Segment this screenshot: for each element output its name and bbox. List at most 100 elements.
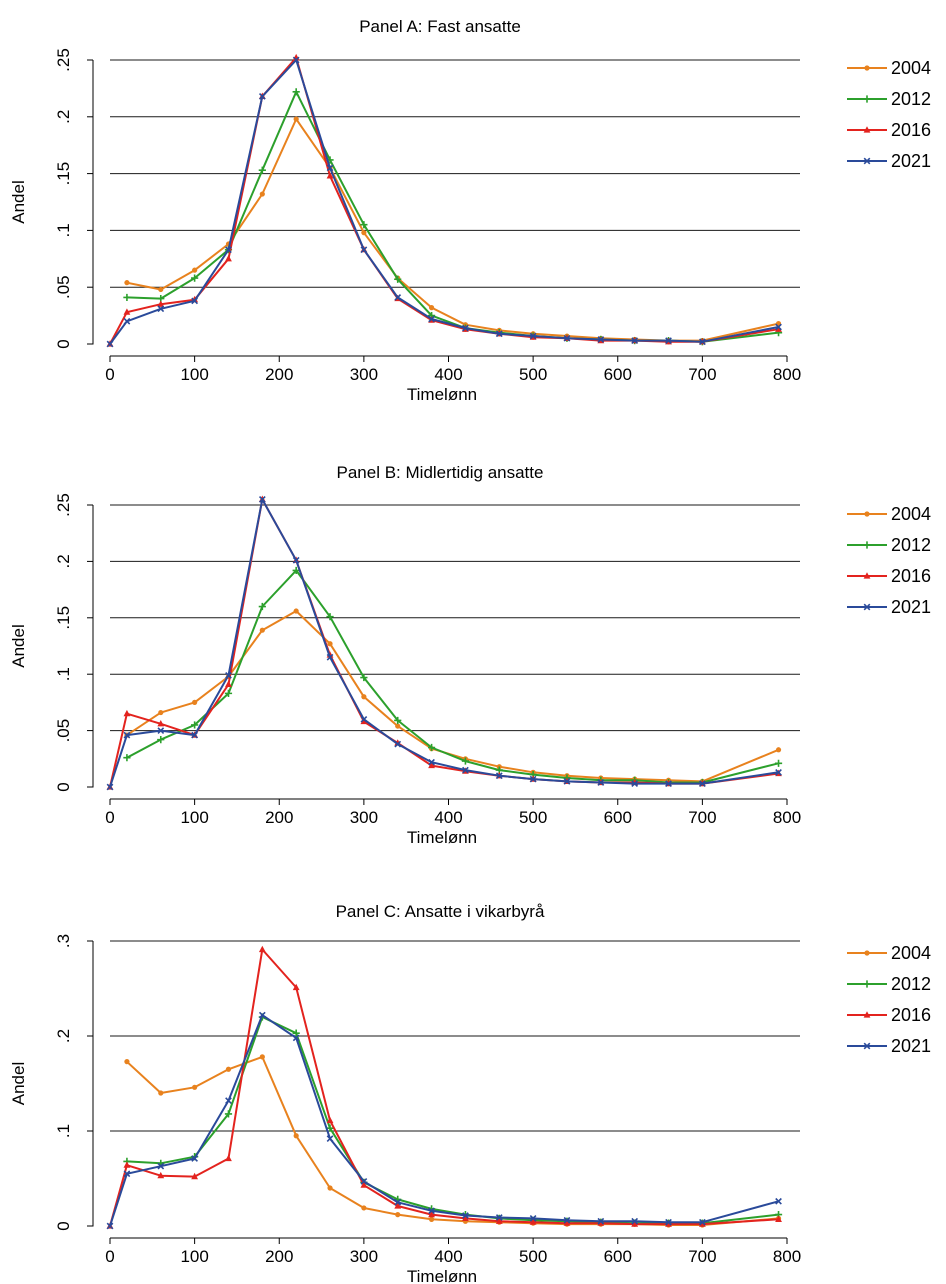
y-axis-label: Andel: [9, 180, 28, 223]
data-point: [529, 775, 537, 783]
data-point: [631, 1220, 639, 1227]
series-line-2012: [126, 90, 779, 343]
x-tick-label: 300: [350, 1247, 378, 1266]
data-point: [191, 297, 198, 305]
legend-label: 2004: [891, 943, 931, 963]
legend-item-2004: 2004: [847, 504, 931, 524]
x-tick-label: 700: [688, 1247, 716, 1266]
series-line-2012: [126, 569, 779, 784]
data-point: [326, 1135, 334, 1142]
legend-marker: [863, 980, 871, 988]
x-tick-label: 400: [434, 365, 462, 384]
x-axis-label: Timelønn: [407, 385, 477, 404]
legend-item-2004: 2004: [847, 943, 931, 963]
data-point: [292, 56, 300, 64]
data-point: [191, 1172, 199, 1180]
data-point: [699, 1218, 706, 1226]
legend-label: 2016: [891, 566, 931, 586]
x-tick-label: 0: [105, 808, 114, 827]
data-point: [360, 717, 368, 725]
data-point: [326, 164, 334, 172]
data-point: [225, 1097, 232, 1104]
legend-marker: [863, 157, 871, 165]
y-tick-label: .05: [54, 719, 73, 743]
series-2012: [123, 1013, 783, 1227]
data-point: [123, 1161, 131, 1168]
data-point: [258, 602, 266, 611]
series-line-2016: [109, 56, 779, 345]
data-point: [258, 166, 266, 174]
data-point: [292, 1034, 300, 1042]
legend-item-2016: 2016: [847, 120, 931, 140]
data-point: [462, 324, 469, 332]
series-2012: [123, 88, 783, 346]
data-point: [123, 731, 131, 739]
data-point: [395, 1212, 401, 1218]
legend-item-2004: 2004: [847, 58, 931, 78]
x-tick-label: 400: [434, 808, 462, 827]
data-point: [361, 694, 367, 700]
data-point: [775, 1215, 782, 1222]
data-point: [665, 1220, 672, 1227]
data-point: [326, 1116, 334, 1124]
panel-b: Panel B: Midlertidig ansatte 0 .05 .1 .15 .2.…: [9, 463, 931, 847]
legend-label: 2004: [891, 58, 931, 78]
x-tick-label: 200: [265, 808, 293, 827]
data-point: [157, 300, 165, 307]
data-point: [563, 1219, 571, 1226]
data-point: [293, 1133, 299, 1139]
x-tick-label: 600: [604, 1247, 632, 1266]
data-point: [394, 740, 402, 748]
legend-marker: [863, 603, 871, 611]
data-point: [698, 1220, 706, 1227]
data-point: [158, 286, 164, 293]
data-point: [394, 1202, 402, 1209]
y-tick-label: .1: [54, 667, 73, 681]
data-point: [292, 88, 300, 96]
x-tick-label: 300: [350, 808, 378, 827]
data-point: [224, 1110, 233, 1118]
series-2004: [124, 608, 782, 784]
legend-label: 2012: [891, 974, 931, 994]
data-point: [428, 1210, 435, 1218]
data-point: [293, 608, 299, 614]
data-point: [428, 1216, 435, 1222]
legend-marker: [863, 126, 871, 133]
data-point: [258, 92, 266, 100]
x-tick-label: 700: [688, 365, 716, 384]
data-point: [563, 777, 571, 785]
data-point: [428, 1207, 435, 1215]
data-point: [529, 1218, 537, 1225]
x-tick-label: 600: [604, 365, 632, 384]
legend-item-2021: 2021: [847, 1036, 931, 1056]
x-tick-label: 100: [180, 1247, 208, 1266]
legend-marker: [863, 95, 871, 103]
data-point: [495, 1217, 503, 1224]
x-tick-label: 0: [105, 1247, 114, 1266]
series-2016: [106, 495, 782, 790]
legend-marker: [863, 1011, 871, 1018]
legend-label: 2016: [891, 1005, 931, 1025]
data-point: [124, 280, 130, 286]
data-point: [225, 671, 232, 679]
data-point: [495, 330, 503, 338]
data-point: [259, 1054, 265, 1060]
x-tick-label: 800: [773, 808, 801, 827]
data-point: [106, 340, 114, 348]
legend-label: 2021: [891, 151, 931, 171]
y-tick-label: .2: [54, 110, 73, 124]
data-point: [225, 255, 232, 262]
data-point: [191, 274, 199, 282]
series-line-2021: [109, 1014, 779, 1227]
panel-c: Panel C: Ansatte i vikarbyrå 0 .1 .2 .3 0 100 2…: [9, 902, 931, 1284]
data-point: [394, 275, 402, 283]
legend-label: 2016: [891, 120, 931, 140]
data-point: [326, 613, 334, 621]
data-point: [191, 721, 199, 729]
data-point: [360, 221, 368, 229]
data-point: [462, 1212, 469, 1219]
data-point: [106, 1222, 114, 1230]
legend-marker: [864, 950, 870, 956]
data-point: [123, 1170, 131, 1178]
data-point: [775, 768, 782, 776]
